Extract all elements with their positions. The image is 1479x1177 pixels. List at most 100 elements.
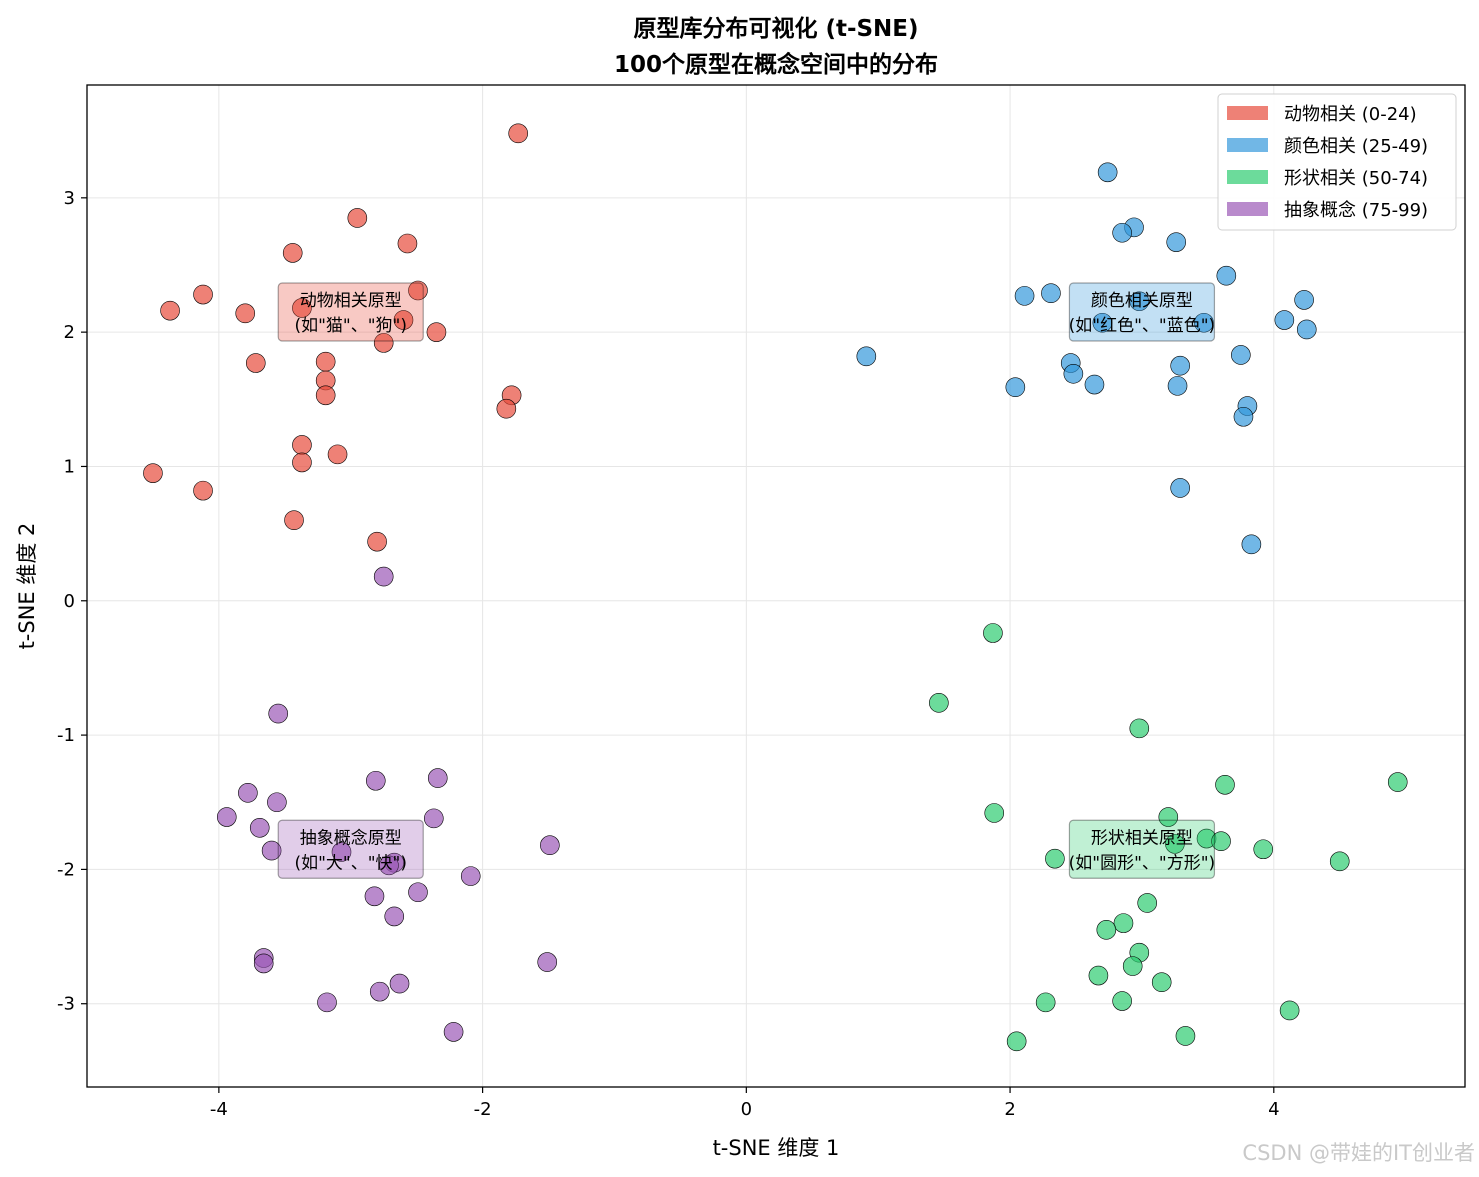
legend-swatch <box>1227 170 1268 184</box>
x-axis-label: t-SNE 维度 1 <box>713 1136 840 1160</box>
y-axis-label: t-SNE 维度 2 <box>15 523 39 650</box>
data-point-series-1 <box>315 385 336 406</box>
x-tick-label: -4 <box>210 1099 228 1120</box>
annotation-text: 动物相关原型 <box>300 291 402 311</box>
y-tick-label: -2 <box>57 859 75 880</box>
data-point-series-1 <box>193 480 213 501</box>
data-point-series-2 <box>1084 374 1105 395</box>
annotation-box-3 <box>1068 819 1216 879</box>
data-point-series-4 <box>537 952 558 972</box>
data-point-series-3 <box>1045 848 1065 869</box>
data-point-series-3 <box>929 693 949 713</box>
data-point-series-1 <box>393 310 414 330</box>
data-point-series-2 <box>856 346 877 367</box>
annotation-text: (如"红色"、"蓝色") <box>1069 316 1216 336</box>
data-point-series-3 <box>1112 991 1132 1011</box>
data-point-series-2 <box>1129 291 1150 312</box>
data-point-series-2 <box>1170 478 1190 498</box>
legend-frame <box>1217 93 1457 231</box>
annotation-text: 形状相关原型 <box>1091 828 1193 848</box>
y-tick-label: 0 <box>64 591 75 612</box>
annotation-box-2 <box>1068 282 1216 342</box>
data-point-series-4 <box>384 906 405 927</box>
data-point-series-4 <box>268 703 289 724</box>
data-point-series-3 <box>1253 839 1274 860</box>
data-point-series-4 <box>427 768 448 788</box>
chart-title-line-1: 原型库分布可视化 (t-SNE) <box>633 15 918 42</box>
data-point-series-1 <box>292 298 312 318</box>
annotation-box-4 <box>277 819 424 879</box>
data-point-series-3 <box>1175 1026 1196 1046</box>
data-point-series-3 <box>1151 972 1172 993</box>
data-point-series-3 <box>1113 913 1134 933</box>
data-point-series-4 <box>389 973 410 994</box>
data-point-series-4 <box>460 866 481 886</box>
annotation-text: 抽象概念原型 <box>300 827 402 848</box>
data-point-series-3 <box>1279 1000 1300 1021</box>
data-point-series-1 <box>327 444 348 465</box>
legend: 动物相关 (0-24) 颜色相关 (25-49) 形状相关 (50-74) 抽象概念 … <box>1217 93 1457 231</box>
data-point-series-1 <box>397 233 418 254</box>
legend-swatch <box>1227 202 1268 216</box>
data-point-series-2 <box>1063 363 1084 384</box>
data-point-series-2 <box>1097 162 1118 183</box>
data-point-series-2 <box>1005 377 1026 398</box>
data-point-series-2 <box>1241 534 1262 555</box>
data-point-series-3 <box>1137 893 1158 913</box>
y-tick-label: -3 <box>57 994 75 1015</box>
x-tick-label: 2 <box>1004 1099 1015 1120</box>
data-point-series-1 <box>160 300 180 321</box>
data-point-series-2 <box>1092 312 1113 333</box>
data-point-series-1 <box>284 510 304 530</box>
data-point-series-4 <box>408 882 428 903</box>
data-point-series-2 <box>1231 345 1251 365</box>
data-points <box>143 123 1408 1052</box>
annotation-text: 颜色相关原型 <box>1091 291 1193 311</box>
data-point-series-2 <box>1294 290 1314 310</box>
data-point-series-4 <box>364 886 385 907</box>
legend-label: 颜色相关 (25-49) <box>1284 136 1428 157</box>
legend-label: 抽象概念 (75-99) <box>1284 199 1428 221</box>
data-point-series-4 <box>331 842 352 862</box>
data-point-series-1 <box>143 463 163 483</box>
data-point-series-3 <box>1122 956 1143 976</box>
data-point-series-3 <box>1165 834 1185 854</box>
data-point-series-1 <box>292 452 312 473</box>
data-point-series-1 <box>367 531 387 552</box>
data-point-series-2 <box>1014 286 1035 306</box>
data-point-series-1 <box>347 208 368 228</box>
plot-frame <box>86 84 1466 1088</box>
data-point-series-1 <box>408 280 428 301</box>
annotation-text: (如"大"、"快") <box>294 853 407 873</box>
data-point-series-3 <box>1006 1031 1027 1052</box>
annotations: 动物相关原型 (如"猫"、"狗") 颜色相关原型 (如"红色"、"蓝色") 形状相关原型… <box>277 282 1216 879</box>
data-point-series-2 <box>1274 310 1295 330</box>
annotation-text: (如"圆形"、"方形") <box>1069 853 1216 873</box>
data-point-series-4 <box>379 855 399 876</box>
data-point-series-3 <box>1329 851 1350 872</box>
data-point-series-1 <box>292 435 312 455</box>
data-point-series-2 <box>1041 283 1061 303</box>
data-point-series-4 <box>216 807 237 827</box>
data-point-series-3 <box>1088 965 1109 986</box>
data-point-series-1 <box>245 353 266 373</box>
data-point-series-2 <box>1112 222 1132 243</box>
data-point-series-4 <box>443 1022 464 1042</box>
data-point-series-2 <box>1167 376 1188 396</box>
data-point-series-2 <box>1296 319 1317 340</box>
data-point-series-1 <box>496 398 517 419</box>
data-point-series-1 <box>235 303 256 324</box>
data-point-series-3 <box>1215 774 1235 795</box>
annotation-text: (如"猫"、"狗") <box>294 316 407 336</box>
data-point-series-3 <box>984 803 1005 823</box>
chart-title-line-2: 100个原型在概念空间中的分布 <box>614 51 938 78</box>
grid <box>87 85 1465 1087</box>
data-point-series-3 <box>1211 831 1231 852</box>
data-point-series-1 <box>426 322 447 342</box>
data-point-series-1 <box>193 284 213 305</box>
data-point-series-3 <box>983 623 1003 643</box>
annotation-box-1 <box>277 282 424 342</box>
legend-label: 动物相关 (0-24) <box>1284 104 1417 125</box>
data-point-series-4 <box>253 953 274 974</box>
data-point-series-4 <box>369 981 390 1002</box>
